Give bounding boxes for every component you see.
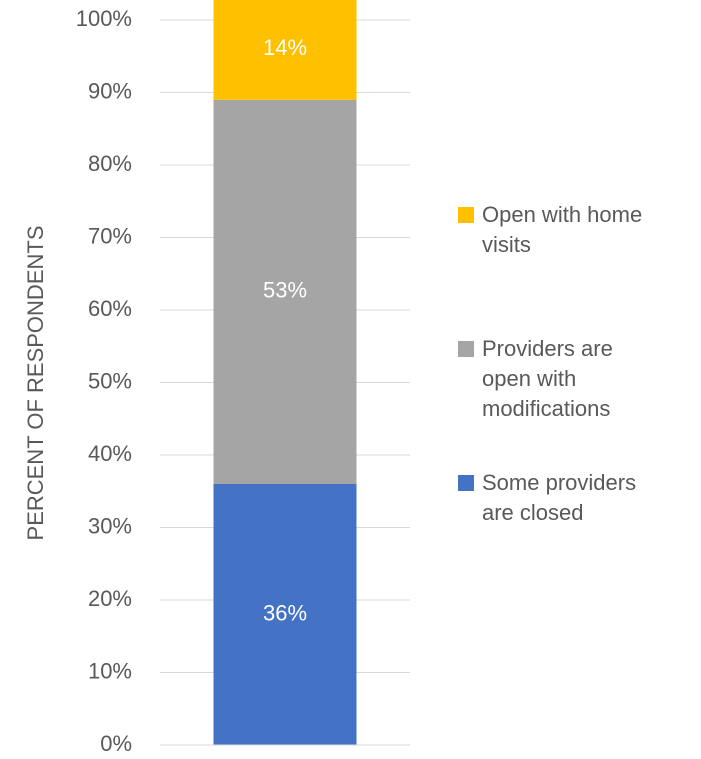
y-tick-label: 60% [88,296,132,321]
legend-swatch [458,475,474,491]
legend-entry: Open with home visits [458,200,698,260]
y-tick-label: 70% [88,223,132,248]
y-tick-label: 40% [88,441,132,466]
legend-entry: Some providers are closed [458,468,698,528]
y-tick-label: 20% [88,586,132,611]
y-tick-label: 10% [88,658,132,683]
data-label: 14% [263,35,307,60]
bar-segment [213,0,357,100]
data-label: 36% [263,600,307,625]
y-tick-label: 80% [88,151,132,176]
y-axis-title: PERCENT OF RESPONDENTS [23,226,48,541]
bar-segment [213,99,357,484]
legend-swatch [458,341,474,357]
legend-label: Providers are open with modifications [482,336,613,421]
bar-segment [213,484,357,745]
legend-label: Some providers are closed [482,470,637,525]
y-tick-label: 0% [100,731,132,756]
y-tick-label: 100% [76,6,132,31]
y-tick-label: 30% [88,513,132,538]
data-label: 53% [263,278,307,303]
legend-entry: Providers are open with modifications [458,334,698,424]
y-tick-label: 90% [88,78,132,103]
y-tick-label: 50% [88,368,132,393]
legend-label: Open with home visits [482,202,643,257]
legend-swatch [458,207,474,223]
